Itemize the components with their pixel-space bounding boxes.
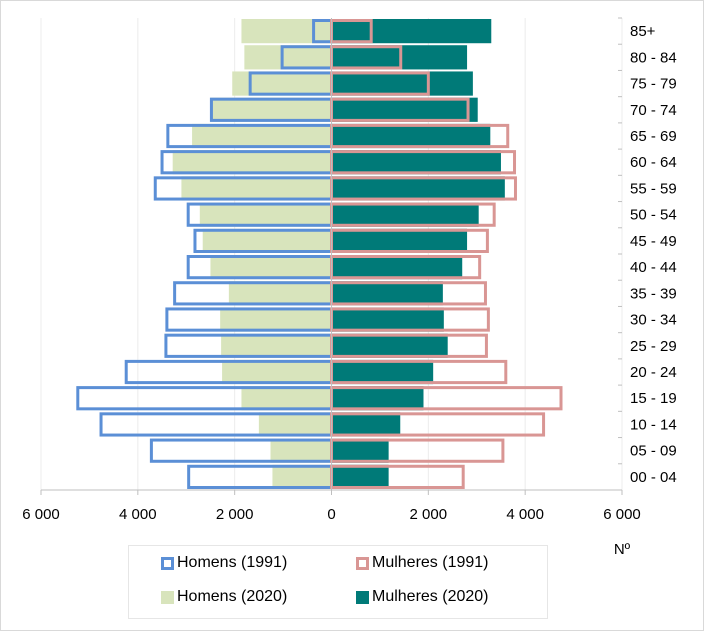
bar-homens-2020 bbox=[221, 333, 332, 358]
bar-mulheres-2020 bbox=[331, 202, 479, 227]
legend-item-homens-1991: Homens (1991) bbox=[161, 554, 287, 572]
bar-homens-2020 bbox=[172, 150, 332, 175]
x-tick-label: 2 000 bbox=[216, 506, 254, 523]
category-label: 45 - 49 bbox=[630, 233, 677, 250]
bar-mulheres-2020 bbox=[331, 386, 424, 411]
legend: Homens (1991) Mulheres (1991) Homens (20… bbox=[128, 545, 548, 619]
bar-mulheres-2020 bbox=[331, 281, 443, 306]
legend-label-homens-1991: Homens (1991) bbox=[177, 554, 288, 571]
bar-homens-2020 bbox=[258, 412, 332, 437]
legend-swatch-mulheres-1991 bbox=[356, 556, 369, 570]
bar-mulheres-2020 bbox=[331, 150, 501, 175]
bar-mulheres-2020 bbox=[331, 438, 389, 463]
category-label: 30 - 34 bbox=[630, 312, 677, 329]
bar-homens-2020 bbox=[272, 464, 332, 489]
bar-homens-2020 bbox=[210, 97, 332, 122]
category-label: 20 - 24 bbox=[630, 364, 677, 381]
bar-homens-2020 bbox=[181, 176, 332, 201]
bars-2020 bbox=[172, 19, 505, 489]
bar-mulheres-2020 bbox=[331, 359, 434, 385]
bar-homens-2020 bbox=[241, 19, 332, 44]
legend-swatch-mulheres-2020 bbox=[356, 590, 369, 604]
bar-homens-2020 bbox=[222, 359, 332, 385]
legend-label-mulheres-1991: Mulheres (1991) bbox=[372, 554, 489, 571]
bar-homens-2020 bbox=[241, 386, 332, 411]
bar-mulheres-2020 bbox=[331, 307, 444, 332]
category-label: 80 - 84 bbox=[630, 49, 677, 66]
category-label: 25 - 29 bbox=[630, 338, 677, 355]
x-tick-label: 6 000 bbox=[603, 506, 641, 523]
category-label: 50 - 54 bbox=[630, 207, 677, 224]
x-tick-label: 0 bbox=[327, 506, 335, 523]
bar-mulheres-2020 bbox=[331, 333, 448, 358]
category-label: 85+ bbox=[630, 23, 656, 40]
category-label: 60 - 64 bbox=[630, 154, 677, 171]
legend-item-mulheres-1991: Mulheres (1991) bbox=[356, 554, 489, 572]
bar-homens-2020 bbox=[244, 45, 332, 70]
category-label: 15 - 19 bbox=[630, 390, 677, 407]
bar-homens-2020 bbox=[220, 307, 332, 332]
bar-mulheres-2020 bbox=[331, 255, 463, 280]
legend-label-mulheres-2020: Mulheres (2020) bbox=[372, 588, 489, 605]
bar-homens-2020 bbox=[199, 202, 332, 227]
bar-mulheres-2020 bbox=[331, 176, 505, 201]
x-tick-labels: 6 000 4 000 2 000 0 2 000 4 000 6 000 bbox=[22, 506, 641, 523]
category-label: 55 - 59 bbox=[630, 180, 677, 197]
category-label: 05 - 09 bbox=[630, 443, 677, 460]
bar-homens-2020 bbox=[202, 228, 332, 253]
category-label: 70 - 74 bbox=[630, 102, 677, 119]
age-group-labels: 00 - 04 05 - 09 10 - 14 15 - 19 20 - 24 25 - … bbox=[630, 23, 677, 486]
legend-swatch-homens-1991 bbox=[161, 556, 174, 570]
category-label: 00 - 04 bbox=[630, 469, 677, 486]
bar-homens-2020 bbox=[210, 255, 332, 280]
bar-mulheres-2020 bbox=[331, 71, 473, 96]
bar-mulheres-2020 bbox=[331, 97, 478, 122]
x-tick-label: 4 000 bbox=[506, 506, 544, 523]
x-axis-label: Nº bbox=[614, 541, 631, 558]
bar-mulheres-2020 bbox=[331, 464, 389, 489]
legend-swatch-homens-2020 bbox=[161, 590, 174, 604]
category-label: 75 - 79 bbox=[630, 76, 677, 93]
bar-mulheres-2020 bbox=[331, 228, 468, 253]
category-label: 35 - 39 bbox=[630, 285, 677, 302]
bar-mulheres-2020 bbox=[331, 19, 492, 44]
x-tick-label: 6 000 bbox=[22, 506, 60, 523]
bar-homens-2020 bbox=[232, 71, 332, 96]
bar-mulheres-2020 bbox=[331, 123, 491, 149]
bar-homens-2020 bbox=[270, 438, 332, 463]
bar-homens-2020 bbox=[192, 123, 332, 149]
x-tick-label: 2 000 bbox=[410, 506, 448, 523]
bar-homens-2020 bbox=[228, 281, 332, 306]
bar-mulheres-2020 bbox=[331, 412, 401, 437]
x-tick-label: 4 000 bbox=[119, 506, 157, 523]
legend-item-homens-2020: Homens (2020) bbox=[161, 588, 287, 606]
legend-label-homens-2020: Homens (2020) bbox=[177, 588, 288, 605]
category-label: 65 - 69 bbox=[630, 128, 677, 145]
axes bbox=[40, 17, 623, 495]
category-label: 40 - 44 bbox=[630, 259, 677, 276]
legend-item-mulheres-2020: Mulheres (2020) bbox=[356, 588, 489, 606]
category-label: 10 - 14 bbox=[630, 416, 677, 433]
